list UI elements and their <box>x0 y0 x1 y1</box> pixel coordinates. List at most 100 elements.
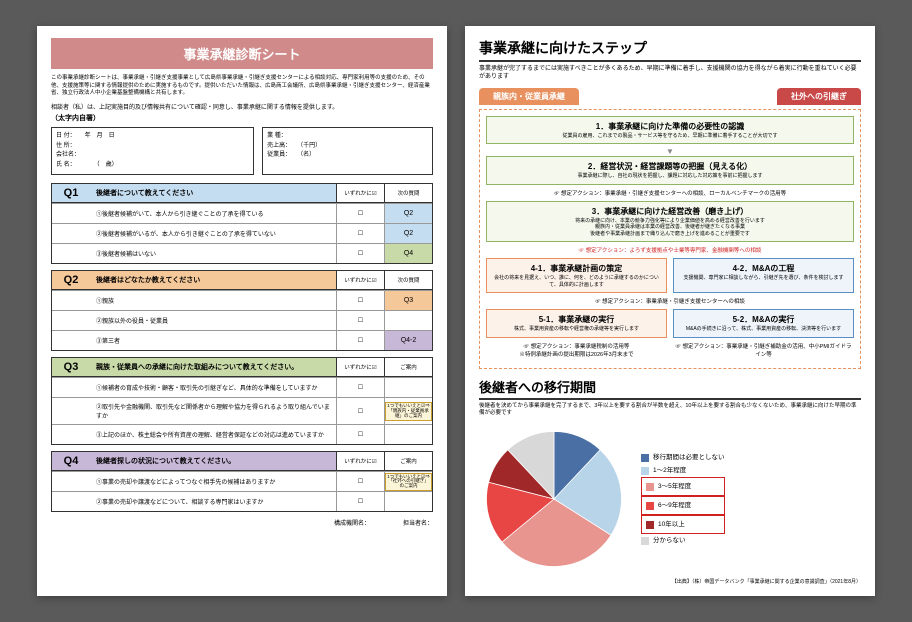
action2: ☞ 想定アクション：事業承継・引継ぎ支援センターへの相談、ローカルベンチマークの… <box>486 189 854 197</box>
checkbox[interactable]: ☐ <box>336 291 384 310</box>
page1-intro: この事業承継診断シートは、事業承継・引継ぎ支援事業として広島県事業承継・引継ぎ支… <box>51 75 433 98</box>
q-row-pad <box>52 331 90 350</box>
info-left: 日 付： 年 月 日 住 所： 会社名： 氏 名： （ 歳） <box>51 127 254 175</box>
guide-cell: 1つでもいいえと☑⇒「親族内・従業員承継」のご案内 <box>384 398 432 424</box>
guide-cell <box>384 378 432 397</box>
legend-item: 6～9年程度 <box>641 496 725 515</box>
chart-area: 移行期間は必要としない1～2年程度3～5年程度6～9年程度10年以上分からない <box>479 424 861 574</box>
q-row-pad <box>52 378 90 397</box>
guide-cell: 1つでもいいえと☑⇒「社外への引継ぎ」のご案内 <box>384 472 432 491</box>
checkbox[interactable]: ☐ <box>336 398 384 424</box>
step52-title: 5-2．M&Aの実行 <box>678 314 849 325</box>
q-label: Q1 <box>52 184 90 202</box>
action5: ☞ 想定アクション：事業承継税制の活用等 ※特例承継計画の提出期限は2026年3… <box>486 342 854 362</box>
next-cell: Q4-2 <box>384 331 432 350</box>
checkbox[interactable]: ☐ <box>336 472 384 491</box>
q-text: ②取引先や金融機関、取引先など関係者から理解や協力を得られるよう取り組んでいます… <box>90 398 336 424</box>
page1-subintro: 相談者（私）は、上記実施目的及び情報共有について確認・同意し、事業承継に関する情… <box>51 102 433 111</box>
info-right: 業 種： 売上高： （千円） 従業員： （名） <box>262 127 433 175</box>
page-right: 事業承継に向けたステップ 事業承継が完了するまでには実施すべきことが多くあるため… <box>465 26 875 596</box>
step3-title: 3．事業承継に向けた経営改善（磨き上げ） <box>491 206 849 217</box>
legend: 移行期間は必要としない1～2年程度3～5年程度6～9年程度10年以上分からない <box>641 451 725 547</box>
checkbox[interactable]: ☐ <box>336 425 384 444</box>
page1-bold: （太字内自署） <box>51 113 433 123</box>
q-col1: いずれかに☑ <box>336 184 384 202</box>
q-text: ③上記のほか、株主総会や所有資産の理解、経営者保証などの対応は進めていますか <box>90 425 336 444</box>
pie-chart <box>479 424 629 574</box>
q-text: ①親族 <box>90 291 336 310</box>
step1: 1．事業承継に向けた準備の必要性の認識 従業員の雇用、これまでの製品・サービス等… <box>486 116 854 145</box>
flow: 1．事業承継に向けた準備の必要性の認識 従業員の雇用、これまでの製品・サービス等… <box>479 109 861 369</box>
chart-sub: 後継者を決めてから事業承継を完了するまで、3年以上を要する割合が半数を超え、10… <box>479 403 861 418</box>
step41-title: 4-1．事業承継計画の策定 <box>491 263 662 274</box>
q-col1: いずれかに☑ <box>336 452 384 470</box>
step42-desc: 支援機関、専門家に相談しながら、引継ぎ先を選び、条件を検討します <box>678 275 849 282</box>
step51: 5-1．事業承継の実行 株式、事業用資産の移転や経営権の承継等を実行します <box>486 309 667 338</box>
legend-item: 分からない <box>641 534 725 547</box>
tab-right: 社外への引継ぎ <box>777 88 861 105</box>
step51-title: 5-1．事業承継の実行 <box>491 314 662 325</box>
guide-cell <box>384 492 432 511</box>
checkbox[interactable]: ☐ <box>336 204 384 223</box>
legend-item: 3～5年程度 <box>641 477 725 496</box>
action4: ☞ 想定アクション：事業承継・引継ぎ支援センターへの相談 <box>486 297 854 305</box>
checkbox[interactable]: ☐ <box>336 331 384 350</box>
step51-desc: 株式、事業用資産の移転や経営権の承継等を実行します <box>491 326 662 333</box>
checkbox[interactable]: ☐ <box>336 492 384 511</box>
tabs: 親族内・従業員承継 社外への引継ぎ <box>479 88 861 105</box>
q-col2: 次の質問 <box>384 271 432 289</box>
step42: 4-2．M&Aの工程 支援機関、専門家に相談しながら、引継ぎ先を選び、条件を検討… <box>673 258 854 293</box>
next-cell <box>384 311 432 330</box>
tab-left: 親族内・従業員承継 <box>479 88 579 105</box>
step3-desc: 将来の承継に向け、本業の競争力強化等により企業価値を高める経営改善を行います 親… <box>491 218 849 238</box>
q-col2: ご案内 <box>384 358 432 376</box>
q-title: 後継者はどなたか教えてください <box>90 271 336 289</box>
action5r: ☞ 想定アクション：事業承継・引継ぎ補助金の活用、中小PMIガイドライン等 <box>673 342 854 358</box>
q-row-pad <box>52 244 90 263</box>
q-title: 親族・従業員への承継に向けた取組みについて教えてください。 <box>90 358 336 376</box>
next-cell: Q4 <box>384 244 432 263</box>
step1-desc: 従業員の雇用、これまでの製品・サービス等を守るため、早期に準備に着手することが大… <box>491 133 849 140</box>
step52-desc: M&Aの手続きに沿って、株式、事業用資産の移転、決済等を行います <box>678 326 849 333</box>
question-3: Q3 親族・従業員への承継に向けた取組みについて教えてください。 いずれかに☑ … <box>51 357 433 445</box>
page-left: 事業承継診断シート この事業承継診断シートは、事業承継・引継ぎ支援事業として広島… <box>37 26 447 596</box>
next-cell: Q2 <box>384 224 432 243</box>
q-row-pad <box>52 492 90 511</box>
chart-title: 後継者への移行期間 <box>479 377 861 400</box>
q-col2: ご案内 <box>384 452 432 470</box>
arrow-icon: ▼ <box>486 148 854 156</box>
q-row-pad <box>52 204 90 223</box>
step3: 3．事業承継に向けた経営改善（磨き上げ） 将来の承継に向け、本業の競争力強化等に… <box>486 201 854 243</box>
question-2: Q2 後継者はどなたか教えてください いずれかに☑ 次の質問 ①親族 ☐ Q3 … <box>51 270 433 351</box>
question-4: Q4 後継者探しの状況について教えてください。 いずれかに☑ ご案内 ①事業の売… <box>51 451 433 512</box>
source: 【出典】（株）帝国データバンク「事業承継に関する企業の意識調査」（2021年8月… <box>479 578 861 585</box>
legend-item: 1～2年程度 <box>641 464 725 477</box>
q-label: Q2 <box>52 271 90 289</box>
step52: 5-2．M&Aの実行 M&Aの手続きに沿って、株式、事業用資産の移転、決済等を行… <box>673 309 854 338</box>
checkbox[interactable]: ☐ <box>336 224 384 243</box>
checkbox[interactable]: ☐ <box>336 244 384 263</box>
q-label: Q3 <box>52 358 90 376</box>
q-text: ②事業の売却や譲渡などについて、相談する専門家はいますか <box>90 492 336 511</box>
q-label: Q4 <box>52 452 90 470</box>
checkbox[interactable]: ☐ <box>336 311 384 330</box>
page1-footer: 構成機関名： 担当者名： <box>51 518 433 527</box>
q-text: ②親族以外の役員・従業員 <box>90 311 336 330</box>
q-row-pad <box>52 472 90 491</box>
q-title: 後継者について教えてください <box>90 184 336 202</box>
checkbox[interactable]: ☐ <box>336 378 384 397</box>
q-col2: 次の質問 <box>384 184 432 202</box>
split4: 4-1．事業承継計画の策定 会社の将来を見据え、いつ、誰に、何を、どのように承継… <box>486 258 854 297</box>
step42-title: 4-2．M&Aの工程 <box>678 263 849 274</box>
legend-item: 移行期間は必要としない <box>641 451 725 464</box>
action5l: ☞ 想定アクション：事業承継税制の活用等 ※特例承継計画の提出期限は2026年3… <box>486 342 667 358</box>
step1-title: 1．事業承継に向けた準備の必要性の認識 <box>491 121 849 132</box>
next-cell: Q2 <box>384 204 432 223</box>
q-text: ③第三者 <box>90 331 336 350</box>
step41: 4-1．事業承継計画の策定 会社の将来を見据え、いつ、誰に、何を、どのように承継… <box>486 258 667 293</box>
q-col1: いずれかに☑ <box>336 358 384 376</box>
step2-desc: 事業承継に際し、自社の現状を把握し、課題に対応した対応策を事前に把握します <box>491 173 849 180</box>
page1-title: 事業承継診断シート <box>51 38 433 69</box>
p2-sub: 事業承継が完了するまでには実施すべきことが多くあるため、早期に準備に着手し、支援… <box>479 65 861 82</box>
q-col1: いずれかに☑ <box>336 271 384 289</box>
